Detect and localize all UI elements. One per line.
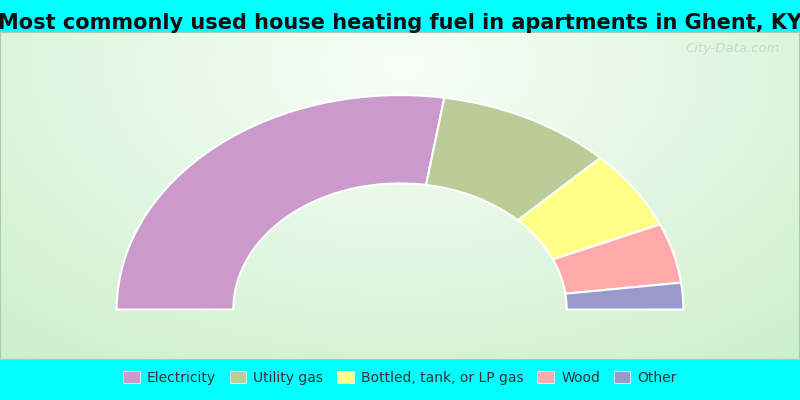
- Wedge shape: [566, 283, 683, 310]
- Wedge shape: [117, 95, 444, 310]
- Wedge shape: [426, 98, 600, 220]
- Text: Most commonly used house heating fuel in apartments in Ghent, KY: Most commonly used house heating fuel in…: [0, 13, 800, 33]
- Wedge shape: [518, 158, 660, 260]
- Wedge shape: [553, 224, 681, 294]
- Text: City-Data.com: City-Data.com: [686, 42, 780, 55]
- Legend: Electricity, Utility gas, Bottled, tank, or LP gas, Wood, Other: Electricity, Utility gas, Bottled, tank,…: [118, 366, 682, 390]
